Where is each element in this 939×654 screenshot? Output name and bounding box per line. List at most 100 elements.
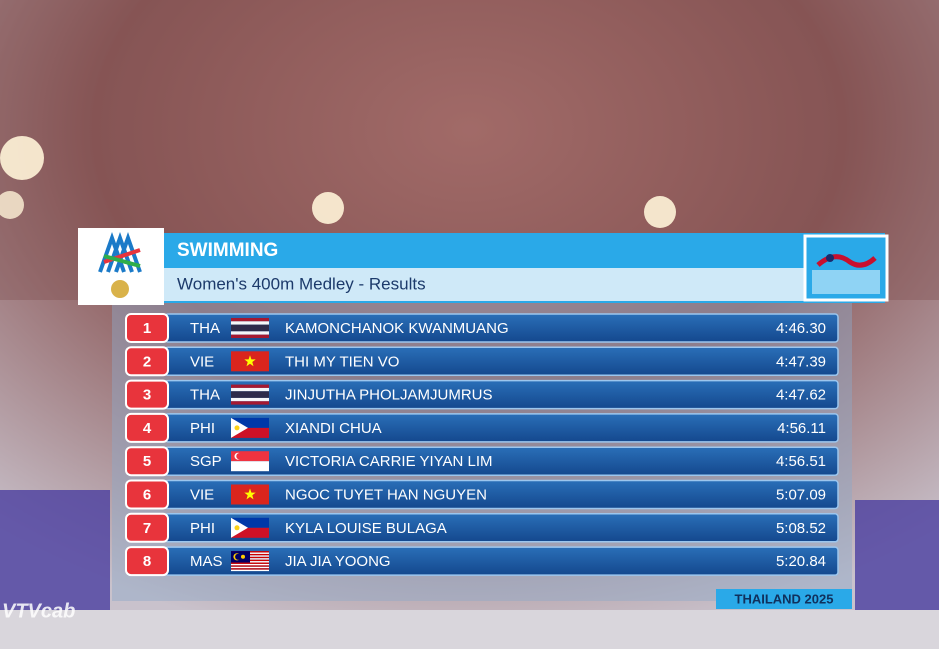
country: SGP (190, 453, 222, 470)
athlete-name: VICTORIA CARRIE YIYAN LIM (285, 453, 493, 470)
rank-box (125, 412, 169, 443)
result-row: 2 VIE THI MY TIEN VO 4:47.39 (125, 346, 839, 377)
result-row: 8 MAS JIA JIA YOONG 5:20.84 (125, 546, 839, 577)
flag-stripe (231, 451, 269, 462)
rank: 4 (143, 420, 152, 437)
time: 5:20.84 (776, 553, 826, 570)
time: 4:56.51 (776, 453, 826, 470)
flag-stripe (231, 562, 269, 564)
time: 4:47.39 (776, 353, 826, 370)
athlete-name: THI MY TIEN VO (285, 353, 399, 370)
rank-box (125, 379, 169, 410)
flag-stripe (231, 569, 269, 572)
flag-sun (234, 525, 240, 531)
result-row: 3 THA JINJUTHA PHOLJAMJUMRUS 4:47.62 (125, 379, 839, 410)
rank-box (125, 512, 169, 543)
light (0, 136, 44, 180)
floor (0, 610, 939, 649)
athlete-name: JINJUTHA PHOLJAMJUMRUS (285, 387, 493, 404)
light (644, 196, 676, 228)
result-row: 4 PHI XIANDI CHUA 4:56.11 (125, 412, 839, 443)
flag-stripe (231, 417, 269, 428)
rank: 5 (143, 453, 151, 470)
rank-box (125, 546, 169, 577)
flag (231, 451, 269, 472)
seats (855, 500, 939, 610)
flag-stripe (231, 397, 269, 402)
time: 4:46.30 (776, 320, 826, 337)
flag-stripe (231, 387, 269, 392)
flag-stripe (231, 568, 269, 570)
footer-label: THAILAND 2025 (735, 591, 834, 606)
sport-title: SWIMMING (177, 240, 278, 261)
athlete-name: XIANDI CHUA (285, 420, 382, 437)
country: PHI (190, 420, 215, 437)
time: 5:08.52 (776, 520, 826, 537)
athlete-name: NGOC TUYET HAN NGUYEN (285, 486, 487, 503)
watermark: VTVcab (2, 600, 75, 622)
rank: 6 (143, 486, 151, 503)
country: VIE (190, 353, 214, 370)
light (0, 191, 24, 219)
time: 4:56.11 (777, 420, 826, 437)
result-row: 1 THA KAMONCHANOK KWANMUANG 4:46.30 (125, 313, 839, 343)
flag-stripe (231, 527, 269, 538)
flag (231, 417, 269, 438)
seats (0, 490, 110, 610)
flag-stripe (231, 384, 269, 388)
flag (231, 551, 269, 572)
rank-box (125, 313, 169, 343)
games-logo (98, 231, 142, 298)
flag-stripe (231, 565, 269, 567)
flag-stripe (231, 334, 269, 338)
event-title: Women's 400m Medley - Results (177, 274, 426, 293)
time: 4:47.62 (776, 387, 826, 404)
flag (231, 351, 269, 372)
flag-stripe (231, 321, 269, 325)
flag-stripe (231, 331, 269, 335)
flag-moon (236, 453, 243, 460)
footer-box (716, 589, 852, 609)
flag-stripe (231, 461, 269, 472)
flag-stripe (231, 427, 269, 438)
country: PHI (190, 520, 215, 537)
flag-stripe (231, 566, 269, 569)
athlete-name: KAMONCHANOK KWANMUANG (285, 320, 509, 337)
flag-moon (235, 553, 242, 560)
light (312, 192, 344, 224)
country: VIE (190, 486, 214, 503)
athlete-name: JIA JIA YOONG (285, 553, 391, 570)
country: THA (190, 320, 220, 337)
result-row: 6 VIE NGOC TUYET HAN NGUYEN 5:07.09 (125, 479, 839, 510)
header-sub-bar (163, 268, 885, 301)
rank: 2 (143, 353, 151, 370)
rank-box (125, 446, 169, 477)
result-row: 7 PHI KYLA LOUISE BULAGA 5:08.52 (125, 512, 839, 543)
flag-sun (234, 425, 240, 431)
result-row: 5 SGP VICTORIA CARRIE YIYAN LIM 4:56.51 (125, 446, 839, 477)
athlete-name: KYLA LOUISE BULAGA (285, 520, 447, 537)
swimming-icon (812, 254, 880, 294)
country: MAS (190, 553, 223, 570)
flag (231, 484, 269, 505)
flag (231, 318, 269, 338)
flag-stripe (231, 563, 269, 566)
rank: 8 (143, 553, 151, 570)
country: THA (190, 387, 220, 404)
rank-box (125, 479, 169, 510)
results-list: 1 THA KAMONCHANOK KWANMUANG 4:46.30 2 VIE THI … (125, 313, 839, 577)
flag-stripe (231, 391, 269, 398)
rank: 7 (143, 520, 151, 537)
flag (231, 384, 269, 405)
rank-box (125, 346, 169, 377)
rank: 1 (143, 320, 151, 337)
flag-stripe (231, 324, 269, 332)
flag-star (241, 554, 245, 559)
flag-stripe (231, 517, 269, 528)
flag-star (244, 488, 256, 500)
flag-stripe (231, 401, 269, 405)
rank: 3 (143, 387, 151, 404)
flag-star (244, 355, 256, 367)
time: 5:07.09 (776, 486, 826, 503)
